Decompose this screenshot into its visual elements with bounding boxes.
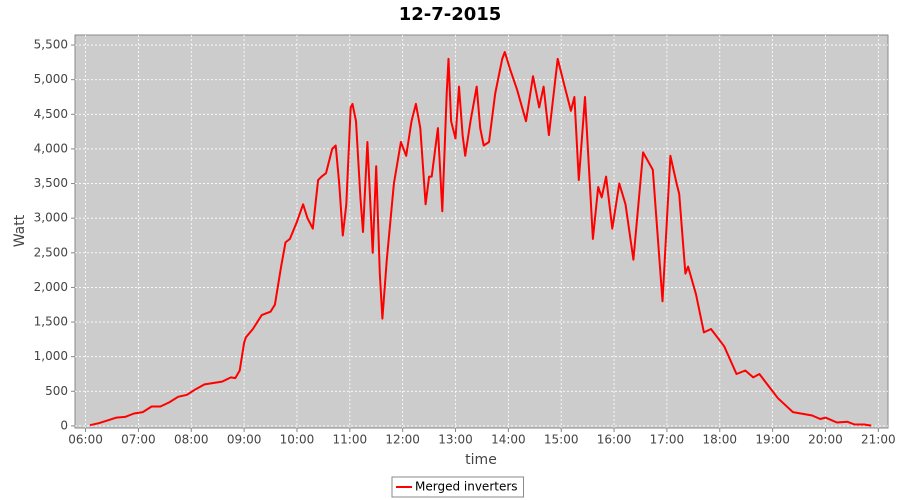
y-tick-label: 1,000 xyxy=(34,349,68,363)
y-tick-label: 4,500 xyxy=(34,107,68,121)
y-tick-label: 2,500 xyxy=(34,245,68,259)
x-tick-label: 21:00 xyxy=(861,433,896,447)
x-tick-label: 13:00 xyxy=(438,433,473,447)
y-tick-label: 500 xyxy=(45,384,68,398)
x-tick-label: 12:00 xyxy=(385,433,420,447)
x-axis-label: time xyxy=(465,452,497,468)
x-tick-label: 07:00 xyxy=(121,433,156,447)
x-tick-label: 06:00 xyxy=(68,433,103,447)
y-tick-label: 3,500 xyxy=(34,176,68,190)
y-tick-label: 5,500 xyxy=(34,38,68,52)
x-tick-label: 11:00 xyxy=(333,433,368,447)
y-tick-label: 3,000 xyxy=(34,211,68,225)
y-tick-label: 4,000 xyxy=(34,141,68,155)
x-tick-label: 10:00 xyxy=(280,433,315,447)
x-tick-label: 19:00 xyxy=(755,433,790,447)
y-tick-label: 5,000 xyxy=(34,72,68,86)
x-tick-label: 08:00 xyxy=(174,433,209,447)
x-tick-label: 16:00 xyxy=(597,433,632,447)
y-axis-label: Watt xyxy=(12,214,28,247)
x-tick-label: 18:00 xyxy=(702,433,737,447)
x-tick-label: 14:00 xyxy=(491,433,526,447)
x-tick-label: 09:00 xyxy=(227,433,262,447)
x-tick-label: 15:00 xyxy=(544,433,579,447)
chart-title: 12-7-2015 xyxy=(399,4,502,25)
y-tick-label: 0 xyxy=(60,418,68,432)
x-tick-label: 20:00 xyxy=(808,433,843,447)
x-tick-label: 17:00 xyxy=(650,433,685,447)
legend-box xyxy=(391,476,525,498)
series-line xyxy=(89,51,872,427)
y-tick-label: 2,000 xyxy=(34,280,68,294)
plot-area xyxy=(74,34,889,429)
y-tick-label: 1,500 xyxy=(34,315,68,329)
legend-label: Merged inverters xyxy=(415,480,518,494)
